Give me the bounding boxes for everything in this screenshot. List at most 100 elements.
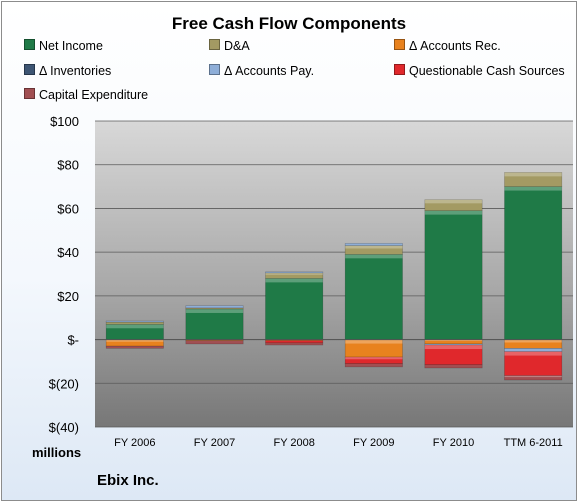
bar-segment (105, 321, 164, 325)
bar-segment-highlight (265, 278, 323, 283)
legend-swatch (209, 64, 220, 75)
legend-swatch (24, 39, 35, 50)
chart-title: Free Cash Flow Components (171, 14, 407, 33)
legend-label: Δ Inventories (39, 64, 112, 78)
x-tick-label: FY 2007 (194, 437, 235, 449)
bar-segment-fill (424, 199, 483, 211)
bar-segment-highlight (424, 210, 483, 215)
bar-segment-fill (344, 356, 403, 364)
bar-segment-fill (424, 344, 483, 366)
bar-segment-fill (504, 375, 563, 381)
legend-item-da: D&A (209, 39, 250, 53)
y-tick-label: $(40) (49, 420, 79, 435)
y-tick-label: $100 (50, 114, 79, 129)
x-tick-label: TTM 6-2011 (504, 437, 563, 449)
bar-segment-fill (105, 345, 164, 349)
company-name: Ebix Inc. (97, 472, 159, 489)
bar-segment-highlight (265, 272, 323, 275)
bar-segment (424, 210, 483, 340)
bar-segment-fill (504, 351, 563, 376)
legend-swatch (394, 64, 405, 75)
x-tick-label: FY 2010 (433, 437, 474, 449)
bar-segment (265, 342, 324, 346)
bar-segment-highlight (424, 339, 483, 342)
bar-segment (504, 339, 563, 349)
bar-segment-highlight (185, 308, 244, 313)
legend-item-accounts-rec: Δ Accounts Rec. (394, 39, 501, 53)
legend-label: Net Income (39, 39, 103, 53)
bar-segment (344, 245, 403, 255)
bar-segment-highlight (106, 324, 164, 329)
legend-label: Δ Accounts Pay. (224, 64, 315, 78)
bar-segment (504, 351, 563, 376)
legend-swatch (394, 39, 405, 50)
legend-item-net-income: Net Income (24, 39, 103, 53)
plot-area (95, 121, 573, 427)
legend-label: Δ Accounts Rec. (409, 39, 501, 53)
y-tick-label: $80 (57, 158, 79, 173)
y-tick-label: $40 (57, 245, 79, 260)
bar-segment (344, 356, 403, 364)
bar-segment (504, 375, 563, 381)
bar-segment-fill (344, 254, 403, 340)
bar-segment-highlight (504, 172, 562, 177)
bar-segment (265, 272, 324, 279)
bar-segment (504, 186, 563, 340)
y-tick-label: $60 (57, 201, 79, 216)
bar-segment-fill (185, 308, 244, 340)
bar-segment-fill (185, 305, 244, 309)
bar-segment (105, 345, 164, 349)
y-tick-label: $(20) (49, 376, 79, 391)
y-tick-label: $20 (57, 289, 79, 304)
bar-segment-highlight (504, 351, 562, 356)
bar-segment-fill (504, 348, 563, 352)
bar-segment-fill (424, 364, 483, 369)
bar-segment-highlight (345, 245, 403, 249)
bar-segment-highlight (345, 254, 403, 259)
bar-segment-fill (105, 321, 164, 325)
bar-segment (344, 339, 403, 358)
legend-item-inventories: Δ Inventories (24, 64, 111, 78)
bar-segment-fill (265, 271, 324, 274)
bar-segment-highlight (504, 339, 562, 343)
bar-segment-highlight (345, 357, 403, 360)
bar-segment-fill (424, 210, 483, 340)
bar-segment (504, 348, 563, 352)
bar-segment-fill (504, 186, 563, 340)
bar-segment (424, 344, 483, 366)
x-tick-label: FY 2006 (114, 437, 155, 449)
bar-segment (185, 308, 244, 340)
bar-segment (424, 339, 483, 345)
bar-segment (424, 364, 483, 369)
x-axis-labels: FY 2006 FY 2007 FY 2008 FY 2009 FY 2010 TTM 6… (114, 437, 563, 449)
bar-segment-fill (105, 320, 164, 323)
legend-swatch (209, 39, 220, 50)
bar-segment (105, 323, 164, 340)
bar-segment-fill (344, 243, 403, 246)
bar-segment (504, 172, 563, 187)
y-axis-unit-label: millions (32, 445, 82, 460)
bar-segment (344, 254, 403, 340)
bar-segment-highlight (345, 339, 403, 344)
legend-label: Questionable Cash Sources (409, 64, 565, 78)
legend-item-accounts-pay: Δ Accounts Pay. (209, 64, 314, 78)
bar-segment-fill (265, 278, 324, 340)
bar-segment (265, 271, 324, 274)
x-tick-label: FY 2008 (273, 437, 314, 449)
legend-label: Capital Expenditure (39, 88, 149, 102)
bar-segment (344, 363, 403, 368)
bar-segment (105, 339, 164, 347)
bar-segment (185, 340, 244, 345)
bar-segment (424, 199, 483, 211)
bar-segment (105, 320, 164, 323)
bar-segment-highlight (424, 199, 483, 204)
bar-segment-fill (265, 340, 324, 344)
bar-segment-fill (185, 340, 244, 345)
bar-segment-highlight (424, 345, 483, 350)
bar-segment-highlight (504, 375, 562, 378)
bar-segment (344, 243, 403, 246)
legend-swatch (24, 88, 35, 99)
legend-item-capital-expenditure: Capital Expenditure (24, 88, 148, 102)
